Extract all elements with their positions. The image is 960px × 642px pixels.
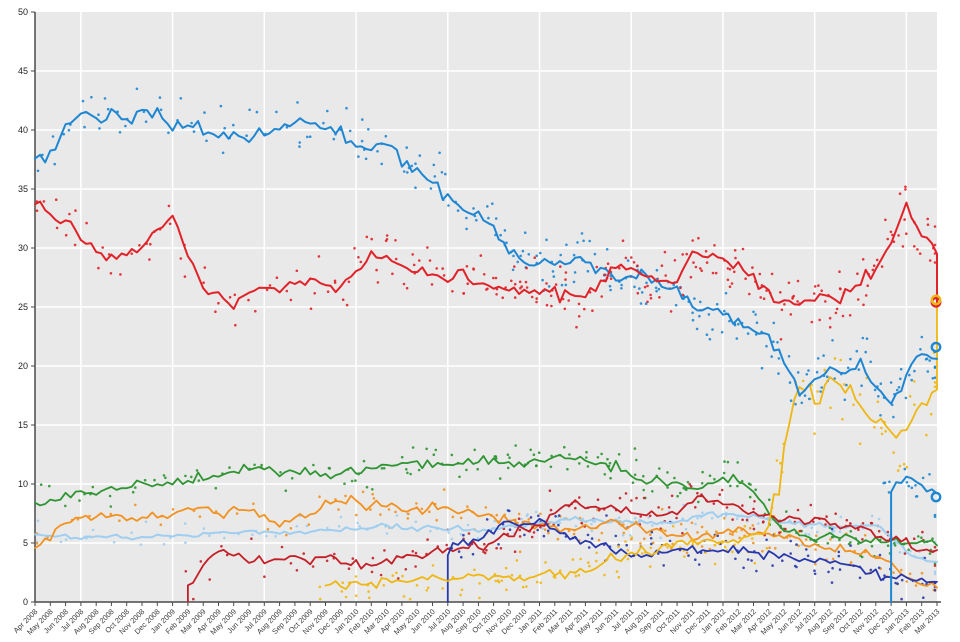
y-axis-label: 0 [23,597,28,607]
y-axis-label: 20 [18,361,28,371]
election-marker-late-blue [930,491,942,503]
y-axis-label: 30 [18,243,28,253]
y-axis-label: 25 [18,302,28,312]
election-marker-yellow [930,294,942,306]
election-markers [930,294,942,503]
trend-line-light-blue [34,511,938,563]
y-axis-label: 45 [18,66,28,76]
trend-line-red [34,200,938,310]
y-axis-label: 10 [18,479,28,489]
y-axis-labels: 0 5 10 15 20 25 30 35 40 45 50 [18,7,28,607]
scatter-dots-yellow [318,351,937,601]
y-axis-label: 40 [18,125,28,135]
trend-line-navy [446,517,938,603]
trend-line-yellow [324,299,938,590]
y-axis-label: 5 [23,538,28,548]
election-marker-blue [930,341,942,353]
y-axis-label: 35 [18,184,28,194]
trend-line-green [34,453,938,547]
trend-line-late-blue [890,475,938,603]
gridlines [35,12,937,602]
trend-line-orange [34,494,938,589]
trend-line-dark-red [187,494,938,603]
scatter-dots-blue [36,87,937,419]
y-axis-label: 50 [18,7,28,17]
y-axis-label: 15 [18,420,28,430]
trend-line-blue [34,107,938,405]
